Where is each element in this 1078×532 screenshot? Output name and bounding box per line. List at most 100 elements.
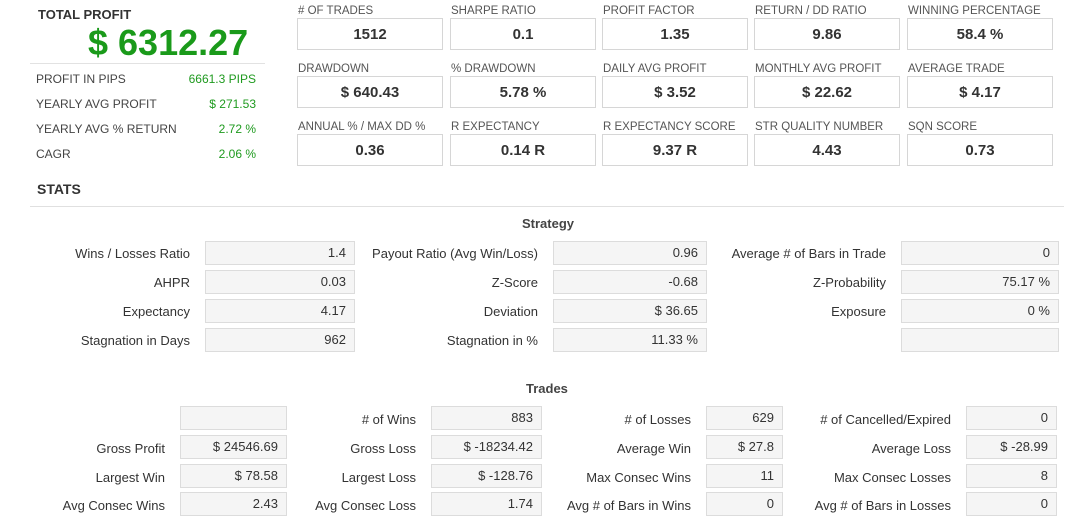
trades-label: # of Cancelled/Expired [820,412,951,427]
strategy-label: AHPR [153,275,190,290]
metric-value: 58.4 % [907,18,1053,50]
trades-label: # of Losses [624,412,692,427]
strategy-value: -0.68 [553,270,707,294]
metric-value: $ 3.52 [602,76,748,108]
metric-value: 1512 [297,18,443,50]
metric-percent-drawdown: % DRAWDOWN 5.78 % [450,58,597,108]
strategy-value: 962 [205,328,355,352]
metric-label: SQN SCORE [908,121,978,133]
metric-label: DAILY AVG PROFIT [603,63,707,75]
metric-label: AVERAGE TRADE [908,63,1005,75]
metric-return-dd-ratio: RETURN / DD RATIO 9.86 [754,0,901,50]
metric-value: 0.14 R [450,134,596,166]
trades-value: 0 [966,492,1057,516]
strategy-value: 11.33 % [553,328,707,352]
metric-label: DRAWDOWN [298,63,370,75]
strategy-label: Z-Score [491,275,538,290]
strategy-label: Z-Probability [813,275,886,290]
metric-value: 0.73 [907,134,1053,166]
metric-r-expectancy-score: R EXPECTANCY SCORE 9.37 R [602,116,749,166]
metric-drawdown: DRAWDOWN $ 640.43 [297,58,444,108]
strategy-label: Expectancy [122,304,190,319]
trades-section-title: Trades [526,381,568,396]
strategy-value: 0 [901,241,1059,265]
trades-value: 629 [706,406,783,430]
strategy-label: Payout Ratio (Avg Win/Loss) [372,246,538,261]
trades-value: 883 [431,406,542,430]
metric-label: ANNUAL % / MAX DD % [298,121,426,133]
strategy-value: 0.96 [553,241,707,265]
strategy-section-title: Strategy [522,216,575,231]
summary-row-value: 6661.3 PIPS [188,72,256,86]
trades-label: # of Wins [361,412,416,427]
metric-daily-avg-profit: DAILY AVG PROFIT $ 3.52 [602,58,749,108]
trades-value: $ -18234.42 [431,435,542,459]
metric-value: 4.43 [754,134,900,166]
metric-r-expectancy: R EXPECTANCY 0.14 R [450,116,597,166]
stats-heading: STATS [37,181,81,197]
metric-label: R EXPECTANCY [451,121,540,133]
strategy-label: Stagnation in % [446,333,538,348]
trades-value [180,406,287,430]
metric-label: MONTHLY AVG PROFIT [755,63,882,75]
summary-row-profit-in-pips: PROFIT IN PIPS 6661.3 PIPS [30,64,265,89]
summary-row-cagr: CAGR 2.06 % [30,139,265,164]
metric-annual-max-dd: ANNUAL % / MAX DD % 0.36 [297,116,444,166]
metric-label: # OF TRADES [298,5,374,17]
summary-row-value: $ 271.53 [209,97,256,111]
metric-label: WINNING PERCENTAGE [908,5,1041,17]
strategy-label: Exposure [831,304,886,319]
metric-value: $ 640.43 [297,76,443,108]
trades-label: Gross Profit [96,441,165,456]
metric-value: 5.78 % [450,76,596,108]
summary-row-yearly-avg-return: YEARLY AVG % RETURN 2.72 % [30,114,265,139]
trades-label: Avg # of Bars in Losses [814,498,951,513]
strategy-value: 0 % [901,299,1059,323]
strategy-value: 4.17 [205,299,355,323]
trades-value: $ 27.8 [706,435,783,459]
metric-sharpe-ratio: SHARPE RATIO 0.1 [450,0,597,50]
metric-label: RETURN / DD RATIO [755,5,867,17]
stats-divider [30,206,1064,207]
strategy-value [901,328,1059,352]
metric-label: R EXPECTANCY SCORE [603,121,736,133]
metric-average-trade: AVERAGE TRADE $ 4.17 [907,58,1054,108]
trades-label: Gross Loss [350,441,416,456]
metric-label: STR QUALITY NUMBER [755,121,884,133]
trades-label: Largest Loss [341,470,416,485]
metric-value: 0.36 [297,134,443,166]
trades-value: 0 [966,406,1057,430]
trades-label: Largest Win [95,470,165,485]
metric-value: $ 22.62 [754,76,900,108]
trades-value: $ -28.99 [966,435,1057,459]
metric-label: PROFIT FACTOR [603,5,695,17]
trades-value: $ 24546.69 [180,435,287,459]
trades-value: 0 [706,492,783,516]
strategy-label: Stagnation in Days [80,333,190,348]
trades-value: 1.74 [431,492,542,516]
summary-row-label: YEARLY AVG PROFIT [36,97,157,111]
metric-monthly-avg-profit: MONTHLY AVG PROFIT $ 22.62 [754,58,901,108]
strategy-label: Deviation [483,304,538,319]
summary-row-yearly-avg-profit: YEARLY AVG PROFIT $ 271.53 [30,89,265,114]
trades-value: $ 78.58 [180,464,287,488]
metric-label: SHARPE RATIO [451,5,536,17]
trades-label: Average Loss [871,441,951,456]
strategy-value: 1.4 [205,241,355,265]
summary-row-value: 2.06 % [218,147,256,161]
metric-str-quality-number: STR QUALITY NUMBER 4.43 [754,116,901,166]
trades-value: $ -128.76 [431,464,542,488]
summary-stats-list: PROFIT IN PIPS 6661.3 PIPS YEARLY AVG PR… [30,63,265,164]
trades-label: Avg Consec Loss [315,498,416,513]
total-profit-label: TOTAL PROFIT [38,7,132,22]
summary-row-label: CAGR [36,147,71,161]
metric-number-of-trades: # OF TRADES 1512 [297,0,444,50]
metric-value: 9.37 R [602,134,748,166]
trades-value: 8 [966,464,1057,488]
strategy-value: 75.17 % [901,270,1059,294]
summary-row-label: PROFIT IN PIPS [36,72,126,86]
metrics-grid: # OF TRADES 1512 SHARPE RATIO 0.1 PROFIT… [297,0,1067,172]
trades-label: Avg # of Bars in Wins [566,498,691,513]
strategy-value: $ 36.65 [553,299,707,323]
strategy-value: 0.03 [205,270,355,294]
